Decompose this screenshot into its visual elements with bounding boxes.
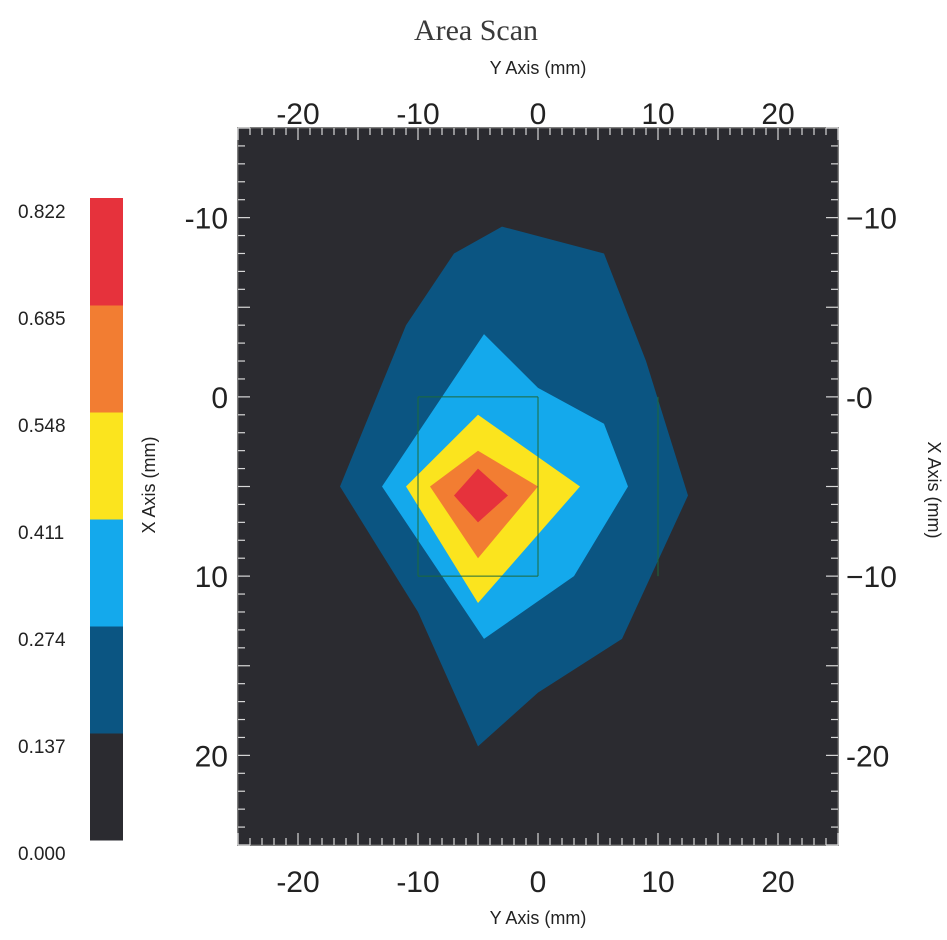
y-tick-label-right: -0 (846, 382, 873, 415)
y-tick-label-left: 10 (195, 561, 228, 594)
y-tick-label-left: 20 (195, 740, 228, 773)
legend-level-label: 0.822 (18, 202, 66, 223)
x-axis-label-bottom: Y Axis (mm) (490, 908, 587, 928)
legend-swatch-1 (90, 733, 123, 841)
x-tick-label-bottom: -20 (276, 866, 319, 899)
legend-level-label: 0.000 (18, 844, 66, 865)
legend-swatch-2 (90, 626, 123, 734)
x-tick-label-top: -10 (396, 98, 439, 131)
x-tick-label-bottom: -10 (396, 866, 439, 899)
legend-swatch-4 (90, 412, 123, 520)
y-tick-label-right: −10 (846, 561, 897, 594)
contour-band-5 (454, 468, 508, 523)
y-axis-label-right: X Axis (mm) (924, 442, 944, 539)
plot-area: -20 -20 -10 -10 0 0 10 10 20 20 -10 0 10 20 −10 -0 −10 -2… (185, 98, 897, 899)
y-axis-label-left: X Axis (mm) (139, 437, 159, 534)
legend-level-label: 0.137 (18, 737, 66, 758)
y-tick-label-left: 0 (211, 382, 228, 415)
color-legend: 0.000 0.137 0.274 0.411 0.548 0.685 0.822 (18, 198, 123, 865)
legend-level-label: 0.274 (18, 630, 66, 651)
y-tick-label-right: −10 (846, 203, 897, 236)
x-tick-label-bottom: 20 (761, 866, 794, 899)
chart-title: Area Scan (414, 14, 538, 47)
legend-swatch-5 (90, 305, 123, 413)
x-tick-label-bottom: 0 (530, 866, 547, 899)
legend-level-label: 0.411 (18, 523, 64, 544)
legend-level-label: 0.548 (18, 416, 66, 437)
legend-swatch-3 (90, 519, 123, 627)
x-tick-label-top: 20 (761, 98, 794, 131)
legend-swatch-6 (90, 198, 123, 306)
y-tick-label-right: -20 (846, 740, 889, 773)
x-tick-label-top: -20 (276, 98, 319, 131)
y-tick-label-left: -10 (185, 203, 228, 236)
x-tick-label-top: 10 (641, 98, 674, 131)
x-tick-label-bottom: 10 (641, 866, 674, 899)
legend-level-label: 0.685 (18, 309, 66, 330)
x-tick-label-top: 0 (530, 98, 547, 131)
x-axis-label-top: Y Axis (mm) (490, 58, 587, 78)
